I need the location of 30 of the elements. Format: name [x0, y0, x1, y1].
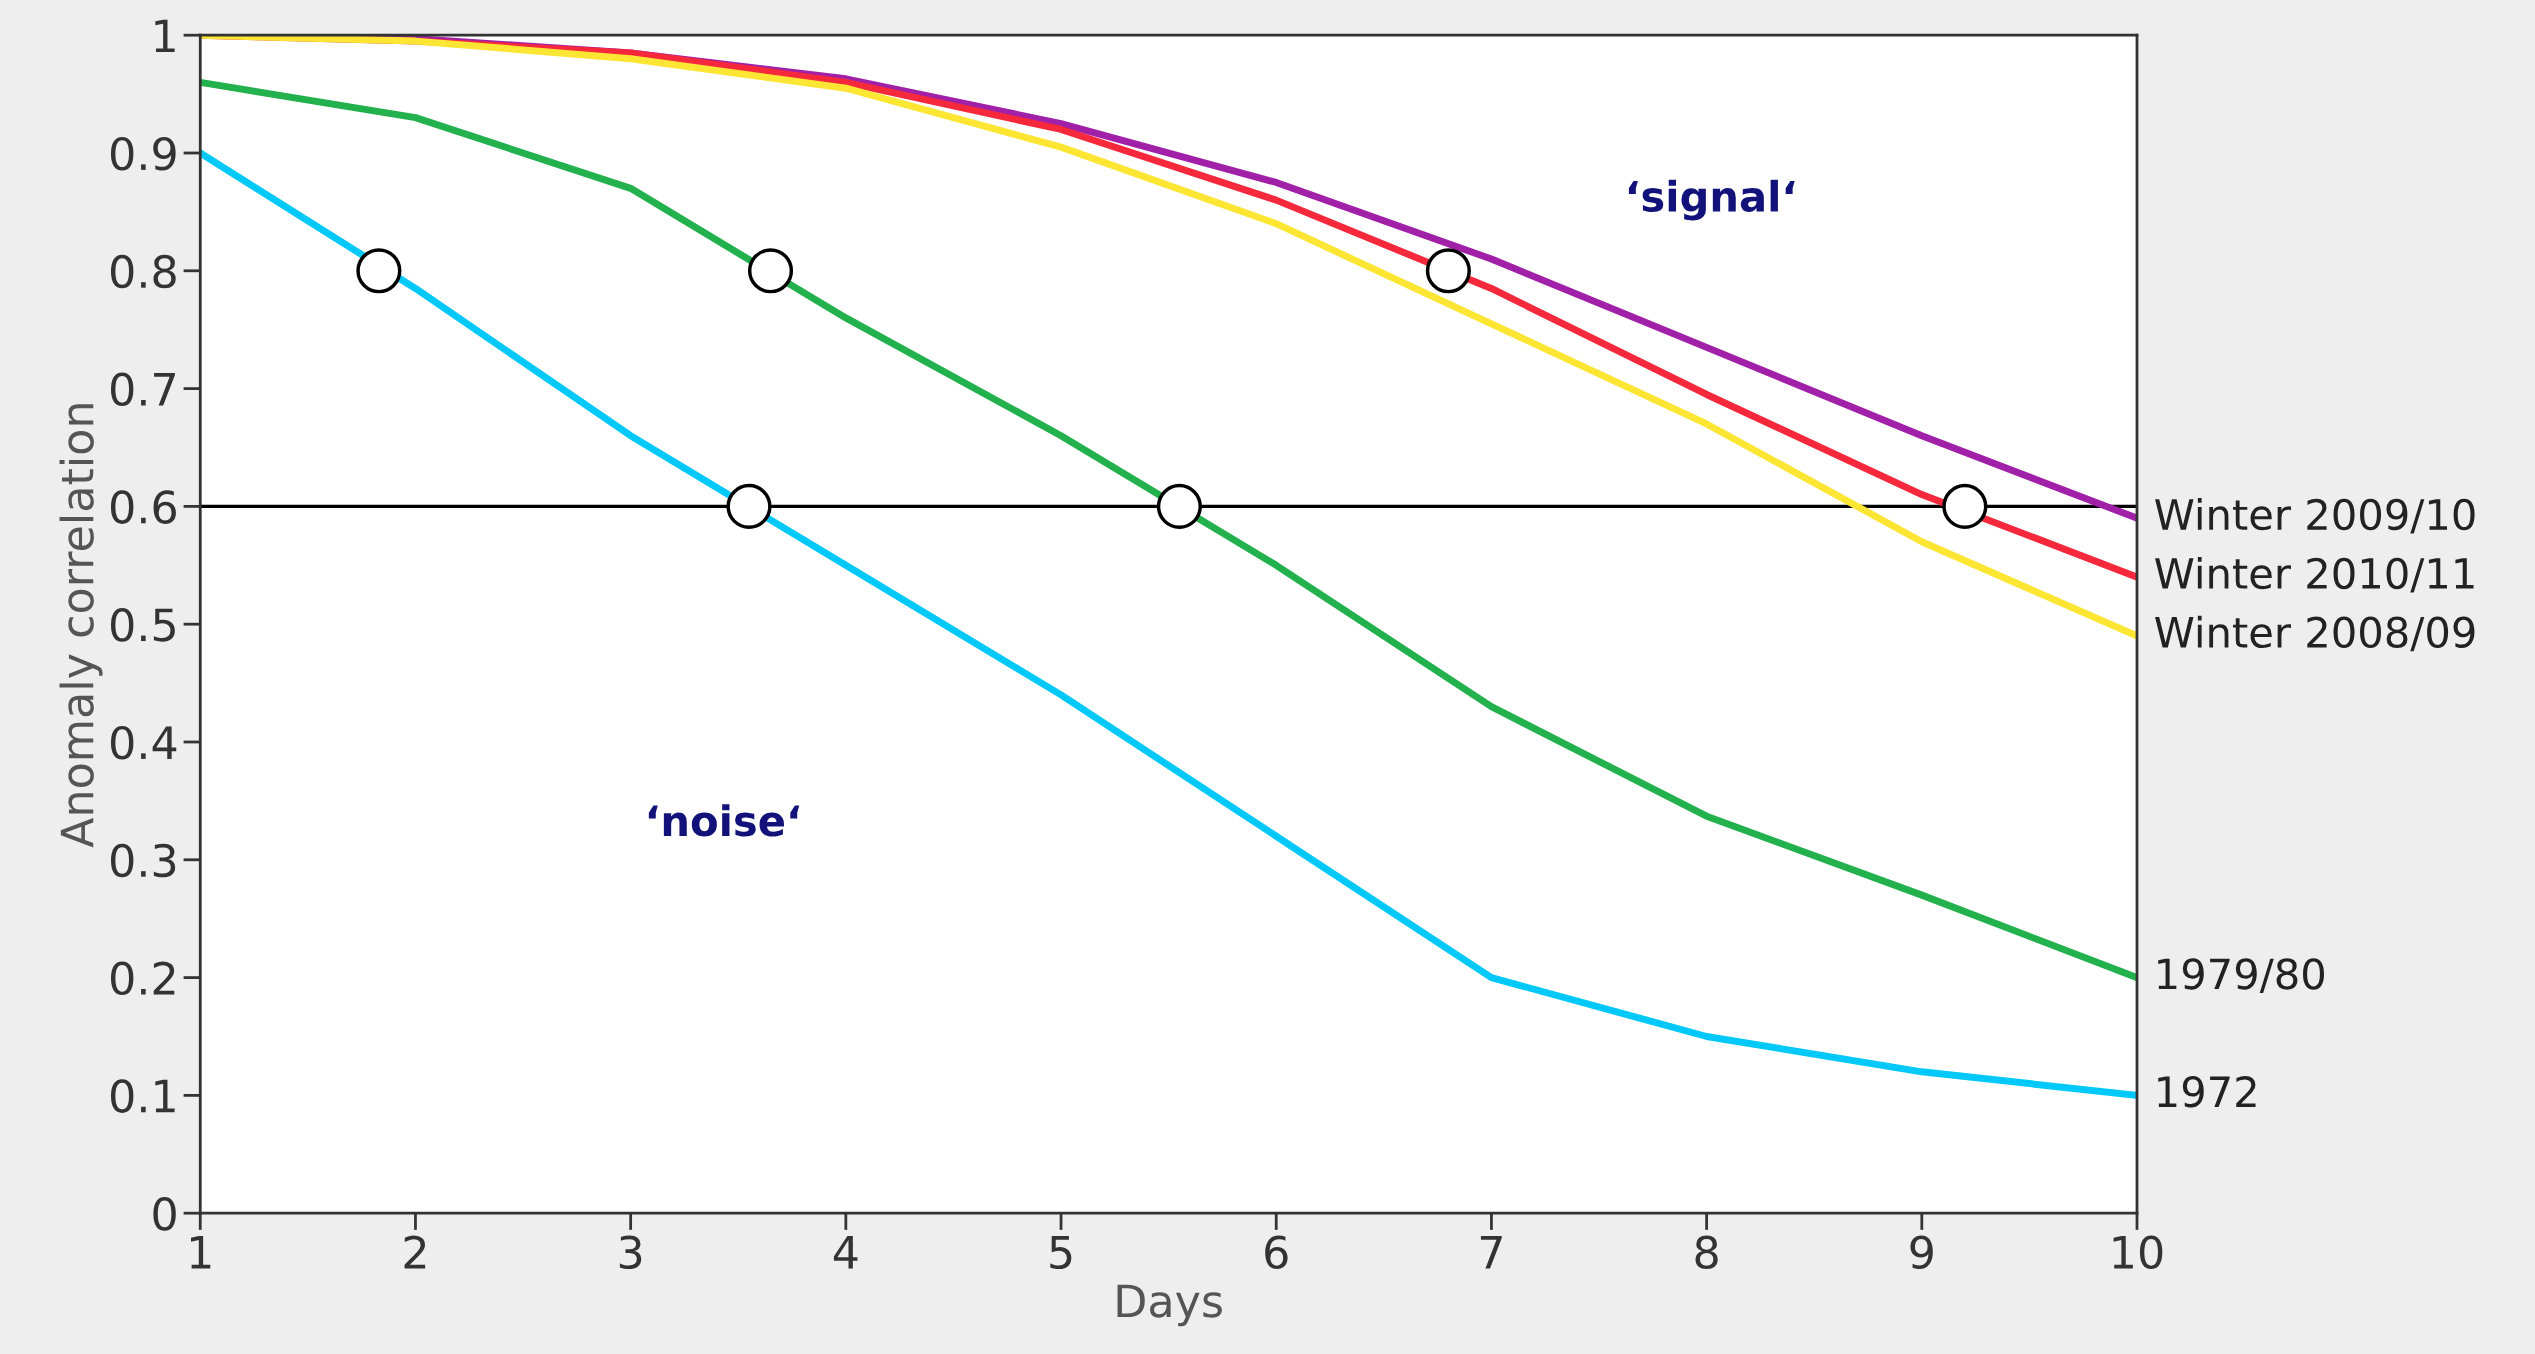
y-tick-label: 0.5 — [110, 608, 175, 642]
x-tick-label: 2 — [404, 1235, 426, 1269]
series-label: 1972 — [2158, 1075, 2256, 1108]
x-tick-label: 9 — [1910, 1235, 1933, 1270]
y-tick-label: 0.7 — [110, 372, 175, 407]
x-tick-label: 10 — [2113, 1235, 2163, 1270]
y-tick-label: 0.8 — [110, 254, 176, 289]
y-tick-label: 0 — [153, 1197, 176, 1231]
x-axis-title: Days — [1117, 1284, 1222, 1327]
y-tick-label: 0.6 — [110, 490, 176, 524]
x-tick-label: 4 — [833, 1236, 858, 1269]
x-tick-label: 7 — [1480, 1236, 1502, 1269]
series-label: 1979/80 — [2158, 958, 2324, 993]
annotation: ‘noise‘ — [648, 804, 800, 837]
series-label: Winter 2009/10 — [2155, 498, 2475, 534]
x-tick-label: 3 — [619, 1235, 642, 1270]
x-tick-label: 6 — [1265, 1235, 1288, 1270]
series-label: Winter 2010/11 — [2155, 556, 2474, 593]
annotation: ‘signal‘ — [1628, 179, 1795, 221]
y-tick-label: 0.1 — [110, 1079, 175, 1113]
y-tick-label: 0.2 — [110, 961, 175, 996]
y-tick-label: 1 — [155, 19, 175, 53]
y-tick-label: 0.4 — [110, 725, 177, 760]
x-tick-label: 5 — [1050, 1236, 1072, 1270]
y-tick-label: 0.3 — [110, 843, 176, 878]
y-axis-title: Anomaly correlation — [59, 404, 103, 848]
y-tick-label: 0.9 — [110, 136, 176, 171]
series-label: Winter 2008/09 — [2155, 615, 2475, 652]
x-tick-label: 8 — [1695, 1235, 1718, 1270]
x-tick-label: 1 — [191, 1236, 211, 1269]
